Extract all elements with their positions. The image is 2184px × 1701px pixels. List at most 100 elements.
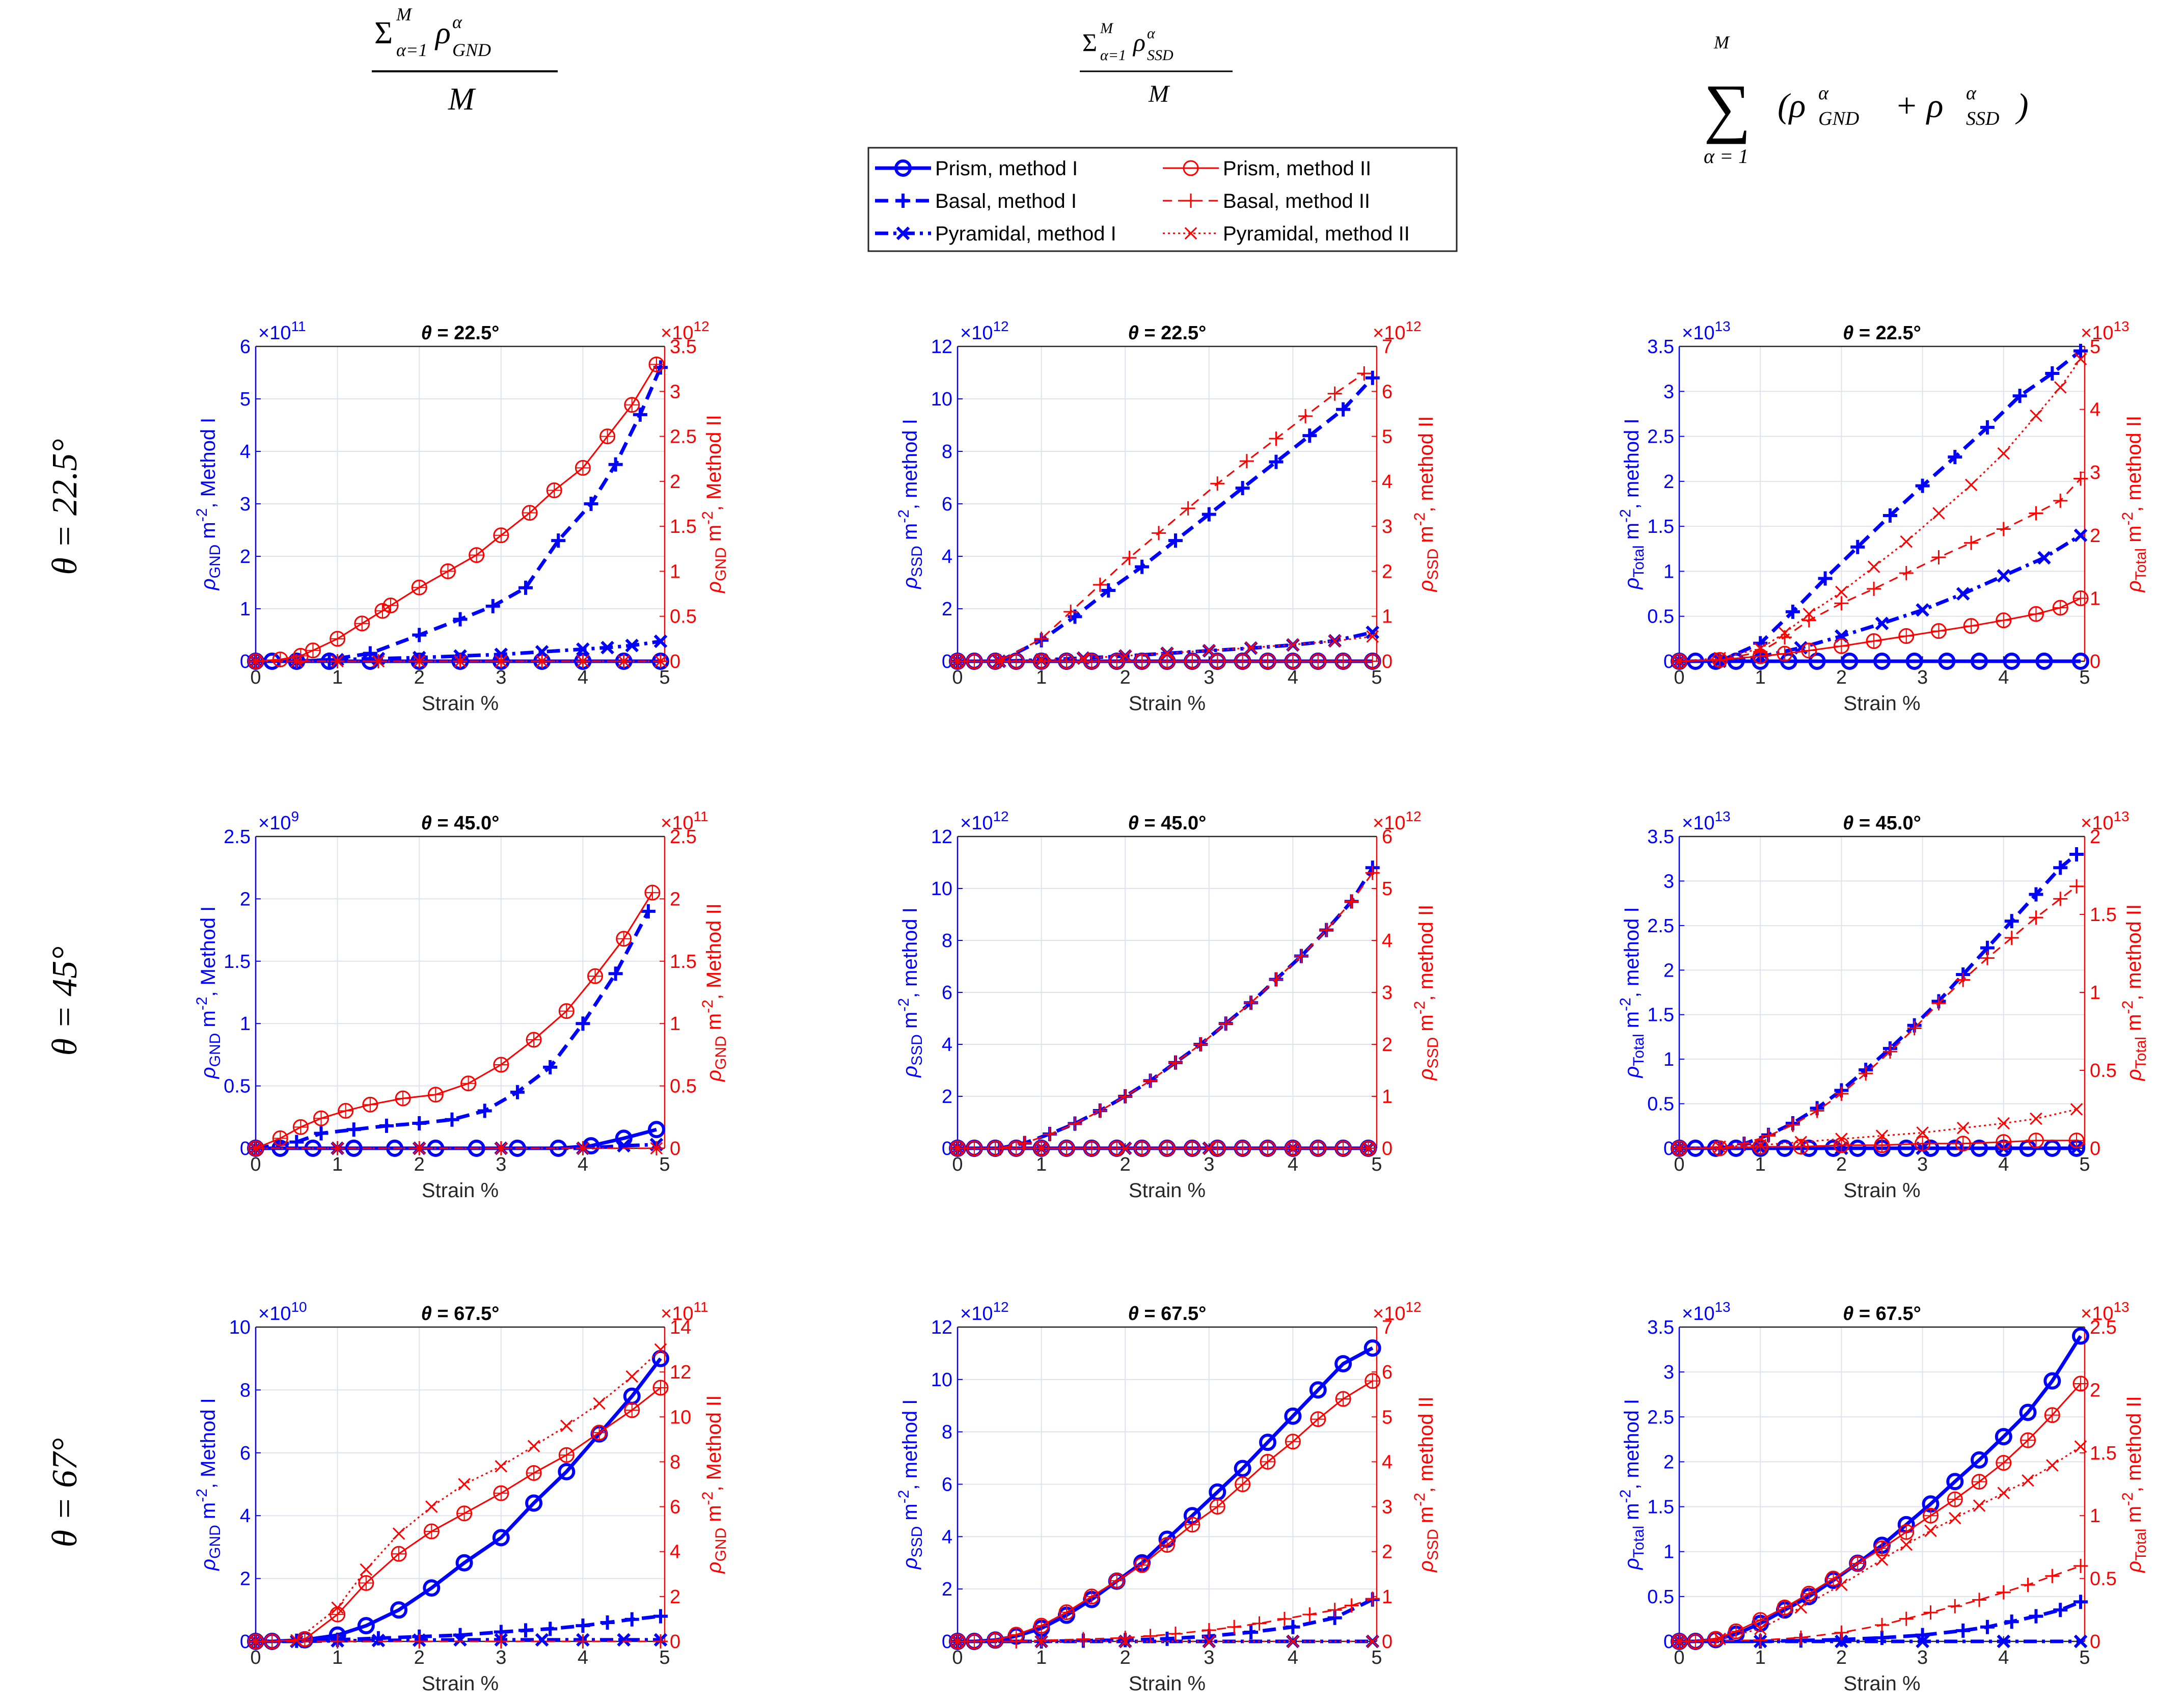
y-left-tick-label: 10	[931, 389, 952, 410]
y-left-tick-label: 0.5	[224, 1076, 251, 1097]
chart-title: θ = 45.0°	[1843, 813, 1921, 834]
y-right-tick-label: 4	[1382, 1451, 1393, 1473]
data-point	[1971, 653, 1988, 670]
data-point	[1269, 454, 1284, 469]
x-tick-label: 4	[578, 667, 588, 688]
data-point-cross	[1261, 1454, 1275, 1469]
data-point	[1980, 951, 1995, 965]
data-point	[423, 1579, 441, 1597]
legend-label-2: Pyramidal, method I	[935, 223, 1116, 245]
y-left-exponent: ×1013	[1682, 808, 1731, 834]
data-point	[1076, 1632, 1090, 1646]
data-point	[1956, 973, 1971, 987]
row-label-0: θ = 22.5°	[45, 439, 85, 575]
data-point	[653, 1634, 668, 1649]
data-point-cross	[1801, 643, 1816, 658]
data-point	[2070, 1103, 2083, 1116]
y-left-tick-label: 2	[240, 888, 251, 910]
data-point	[535, 645, 549, 659]
y-left-tick-label: 0	[240, 1631, 251, 1653]
y-left-tick-label: 0	[1663, 1631, 1674, 1653]
y-left-tick-label: 10	[229, 1317, 251, 1338]
data-point	[527, 1440, 540, 1452]
header3-open: (ρ	[1778, 86, 1806, 125]
series-basal-method-ii	[950, 366, 1372, 668]
data-point	[1785, 604, 1800, 619]
y-left-tick-label: 8	[240, 1380, 251, 1401]
y-left-exponent: ×1011	[258, 318, 306, 344]
data-point	[1309, 1381, 1327, 1399]
data-point	[1118, 1635, 1132, 1648]
series-line	[1679, 358, 2082, 662]
data-point	[1118, 650, 1132, 662]
data-point-cross	[1210, 1499, 1225, 1514]
data-point	[1785, 1118, 1800, 1132]
column-header-gnd: Σ M α=1 ρ α GND M	[372, 4, 558, 117]
data-point	[485, 599, 500, 613]
data-point	[1302, 1607, 1317, 1622]
data-point	[1761, 1128, 1776, 1143]
y-right-exponent: ×1013	[2081, 1299, 2130, 1325]
legend: Prism, method I Basal, method I Pyramidal,…	[867, 147, 1458, 252]
data-point-cross	[2073, 591, 2088, 606]
data-point	[2053, 892, 2068, 906]
data-point	[1327, 1603, 1342, 1617]
series-line	[256, 639, 661, 663]
data-point	[576, 1634, 590, 1649]
data-point	[650, 1142, 663, 1155]
data-point	[290, 655, 303, 668]
data-point	[1294, 949, 1308, 963]
data-point	[1673, 1635, 1686, 1648]
data-point	[1964, 535, 1979, 550]
data-point	[1713, 1140, 1726, 1153]
data-point	[1997, 447, 2010, 460]
data-point	[600, 1615, 615, 1630]
y-left-tick-label: 10	[931, 878, 952, 900]
chart-title: θ = 45.0°	[1128, 813, 1207, 834]
data-point	[1996, 522, 2011, 536]
y-right-tick-label: 2	[670, 1586, 680, 1608]
data-point-cross	[1996, 613, 2011, 628]
data-point	[1286, 1619, 1300, 1634]
data-point	[518, 580, 533, 595]
x-tick-label: 3	[1204, 1647, 1214, 1668]
y-left-tick-label: 2.5	[1647, 426, 1674, 448]
header1-rho-sub: GND	[452, 40, 491, 60]
y-right-tick-label: 1	[1382, 606, 1393, 628]
x-axis-label: Strain %	[1129, 692, 1206, 715]
legend-entry-2: Pyramidal, method I	[875, 223, 1116, 245]
y-left-tick-label: 4	[240, 441, 251, 463]
y-right-axis-label: ρGND m-2, Method II	[699, 1395, 729, 1574]
data-point-cross	[461, 1076, 476, 1091]
x-tick-label: 0	[952, 1154, 963, 1175]
x-axis-label: Strain %	[1129, 1179, 1206, 1202]
header2-den: M	[1148, 80, 1170, 107]
data-point	[576, 1016, 590, 1031]
legend-box	[867, 147, 1458, 252]
y-right-tick-label: 6	[670, 1497, 680, 1518]
y-left-tick-label: 2.5	[224, 826, 251, 848]
data-point	[249, 1635, 262, 1648]
y-right-tick-label: 0	[670, 651, 680, 672]
legend-label-3: Prism, method II	[1223, 157, 1371, 180]
y-left-tick-label: 2	[1663, 960, 1674, 981]
data-point	[2073, 343, 2088, 358]
y-left-tick-label: 0	[942, 1631, 952, 1653]
y-right-tick-label: 0	[2090, 1631, 2100, 1653]
data-point	[653, 360, 668, 375]
data-point	[617, 1633, 631, 1647]
chart-title: θ = 67.5°	[1843, 1303, 1921, 1325]
data-point	[577, 1142, 589, 1155]
data-point	[1754, 1139, 1767, 1152]
x-tick-label: 3	[1204, 1154, 1214, 1175]
data-point-cross	[494, 1057, 508, 1072]
data-point-cross	[588, 969, 603, 984]
data-point-cross	[428, 1087, 443, 1102]
data-point	[1302, 428, 1317, 443]
data-point-cross	[1931, 624, 1946, 638]
x-tick-label: 5	[1371, 667, 1382, 688]
data-point	[2035, 653, 2053, 670]
